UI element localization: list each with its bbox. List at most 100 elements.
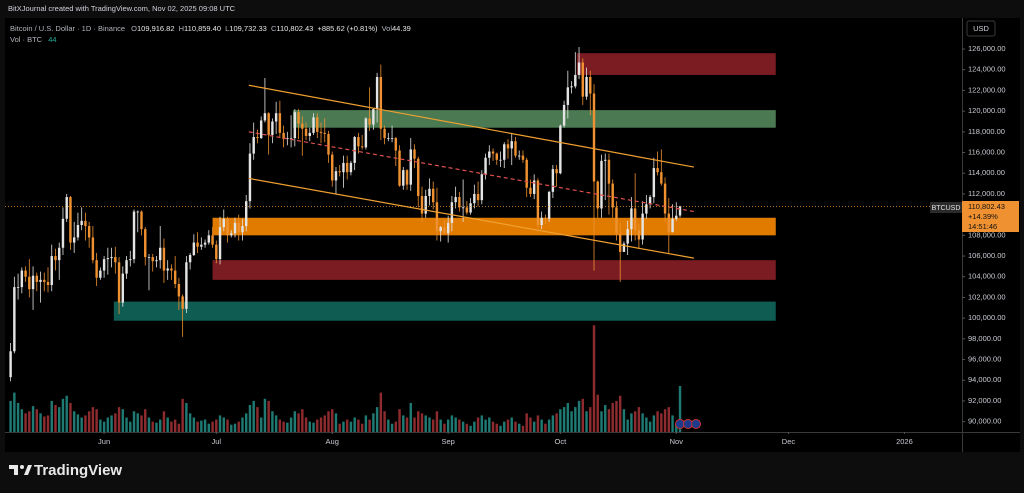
candle-body xyxy=(222,218,225,228)
volume-bar xyxy=(577,400,581,432)
volume-bar xyxy=(132,411,136,432)
zone xyxy=(576,53,776,75)
countdown: 14:51:46 xyxy=(968,222,997,231)
volume-bar xyxy=(211,421,214,432)
volume-bar xyxy=(233,423,237,432)
candle-body xyxy=(155,260,158,262)
volume-bar xyxy=(600,411,603,432)
volume-bar xyxy=(503,421,506,432)
volume-bar xyxy=(301,409,304,432)
candle-body xyxy=(58,247,61,261)
candle-body xyxy=(233,222,237,234)
volume-bar xyxy=(540,419,543,432)
volume-bar xyxy=(547,419,551,432)
candle-body xyxy=(521,155,525,160)
volume-bar xyxy=(151,421,154,432)
candle-body xyxy=(196,242,199,247)
legend-value: 110,859.40 xyxy=(184,24,221,33)
volume-bar xyxy=(323,415,326,432)
candle-body xyxy=(540,217,543,225)
candle-body xyxy=(46,281,50,286)
volume-bar xyxy=(446,419,450,432)
volume-bar xyxy=(20,409,24,432)
candle-body xyxy=(637,230,641,240)
candle-body xyxy=(379,76,383,129)
volume-bar xyxy=(9,400,12,432)
candle-body xyxy=(398,150,401,186)
volume-bar xyxy=(61,398,65,432)
candle-body xyxy=(589,76,592,94)
legend-value: 44.39 xyxy=(392,24,411,33)
candle-body xyxy=(271,121,274,135)
candle-body xyxy=(488,151,491,158)
candle-body xyxy=(357,137,360,147)
candle-body xyxy=(671,218,674,233)
candle-body xyxy=(69,197,72,243)
volume-bar xyxy=(84,415,87,432)
candle-body xyxy=(387,138,390,139)
volume-bar xyxy=(417,411,420,432)
y-tick-label: 92,000.00 xyxy=(968,396,1001,405)
event-icon[interactable] xyxy=(691,419,701,429)
axes: 90,000.00 92,000.00 94,000.00 96,000.00 98,0… xyxy=(98,44,1005,446)
candle-body xyxy=(76,225,80,238)
volume-bar xyxy=(607,409,611,432)
volume-bar xyxy=(409,402,412,432)
candle-body xyxy=(574,74,577,87)
candle-body xyxy=(585,76,588,97)
volume-bar xyxy=(458,419,461,432)
candle-body xyxy=(506,144,510,149)
candle-body xyxy=(129,259,132,261)
event-icons[interactable] xyxy=(675,419,701,429)
currency[interactable]: USD xyxy=(973,24,989,33)
volume-bar xyxy=(35,409,39,432)
candle-body xyxy=(439,227,442,232)
volume-bar xyxy=(349,421,353,432)
candle-body xyxy=(364,118,368,148)
volume-bar xyxy=(110,415,113,432)
volume-bar xyxy=(622,409,626,432)
volume-bar xyxy=(222,417,225,432)
volume-bar xyxy=(200,420,203,432)
candle-body xyxy=(72,237,76,243)
volume-bar xyxy=(633,411,637,432)
candle-body xyxy=(316,117,319,132)
candle-body xyxy=(428,188,431,197)
volume-bar xyxy=(316,419,319,432)
candle-body xyxy=(28,276,31,290)
currency-box[interactable] xyxy=(966,20,996,37)
candle-body xyxy=(615,207,618,234)
volume-bar xyxy=(274,415,278,432)
candle-body xyxy=(207,235,211,243)
y-tick-label: 122,000.00 xyxy=(968,85,1006,94)
candle-body xyxy=(114,257,117,263)
candle-body xyxy=(536,180,540,225)
candle-body xyxy=(390,138,394,139)
volume-bar xyxy=(431,419,435,432)
candle-body xyxy=(345,162,349,173)
candle-body xyxy=(259,120,263,139)
candle-body xyxy=(349,162,353,173)
volume-bar xyxy=(331,409,334,432)
volume-bar xyxy=(559,409,562,432)
drawings xyxy=(5,84,962,259)
candle-body xyxy=(375,76,379,110)
volume-bar xyxy=(263,398,267,432)
y-tick-label: 100,000.00 xyxy=(968,313,1006,322)
branding: TradingView xyxy=(34,462,122,479)
candle-body xyxy=(372,109,375,125)
volume-bar xyxy=(345,419,349,432)
candle-body xyxy=(147,257,151,258)
volume-bar xyxy=(271,411,274,432)
candle-body xyxy=(454,197,457,203)
candle-body xyxy=(218,227,222,260)
volume-bar xyxy=(372,413,375,432)
last-price-box xyxy=(962,201,1019,232)
candle-body xyxy=(331,154,334,181)
volume-bar xyxy=(87,411,91,432)
volume-bar xyxy=(383,411,386,432)
y-tick-label: 124,000.00 xyxy=(968,65,1006,74)
volume-bar xyxy=(555,413,558,432)
candle-body xyxy=(95,260,98,278)
